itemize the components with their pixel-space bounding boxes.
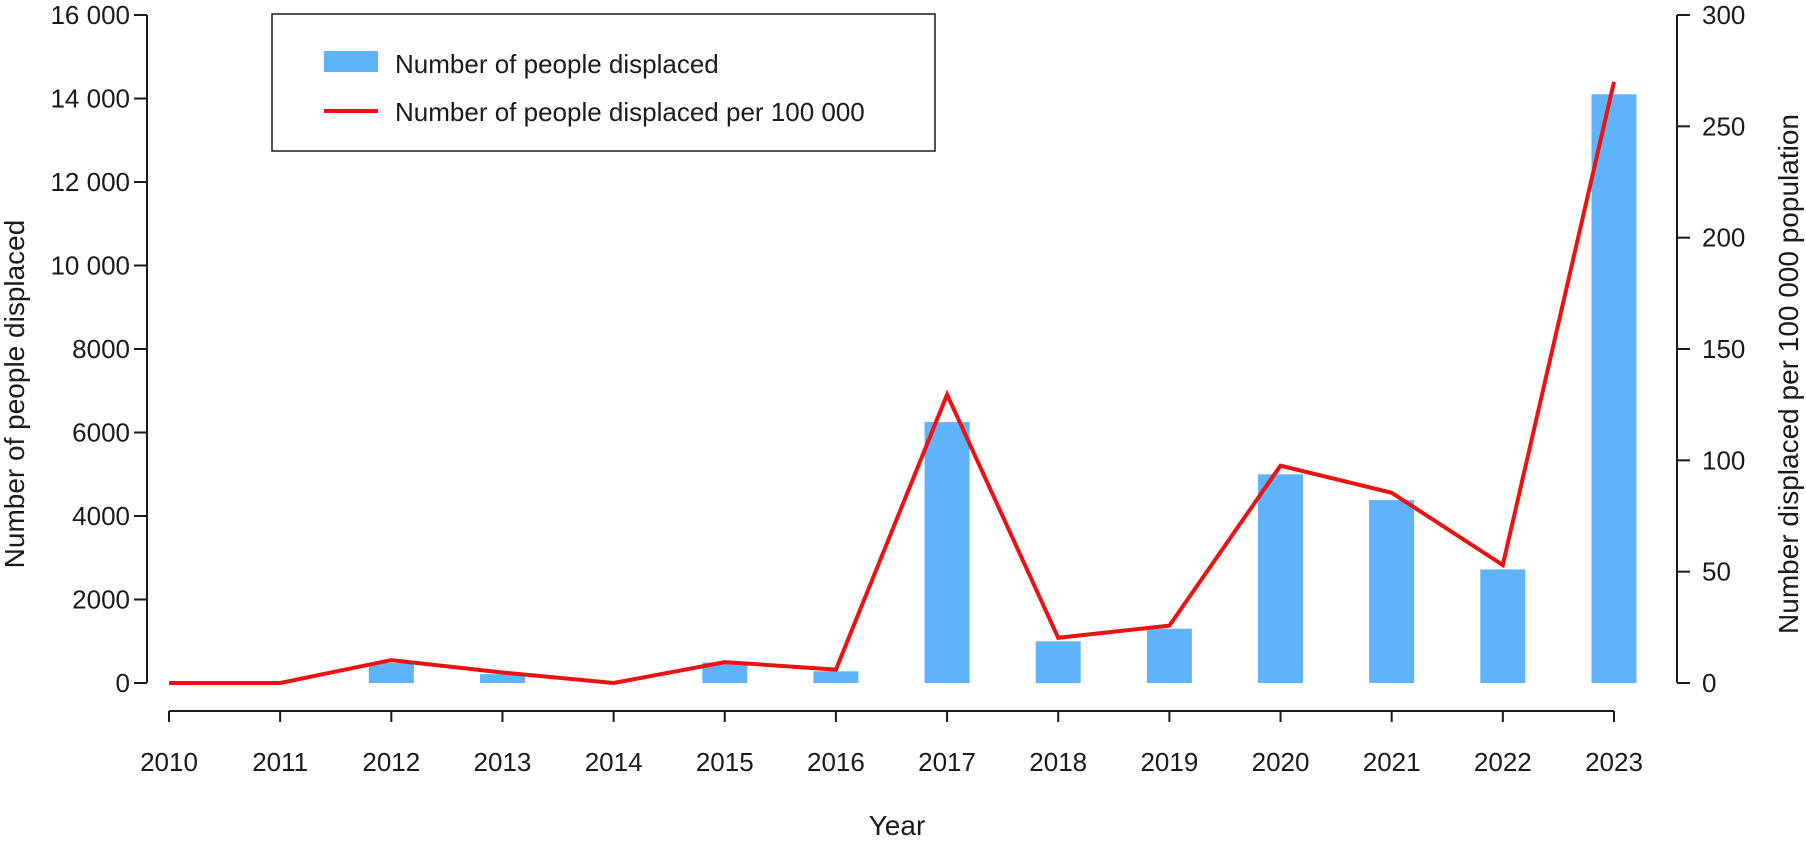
y-axis-title: Number of people displaced	[0, 220, 30, 569]
y-tick-label: 10 000	[50, 251, 130, 281]
y2-tick-label: 100	[1702, 445, 1745, 475]
x-tick-label-2020: 2020	[1252, 747, 1310, 777]
bar-2015	[702, 662, 748, 683]
y-tick-label: 4000	[72, 501, 130, 531]
y2-tick-label: 0	[1702, 668, 1716, 698]
x-tick-label-2013: 2013	[474, 747, 532, 777]
y2-tick-label: 150	[1702, 334, 1745, 364]
y-tick-label: 12 000	[50, 167, 130, 197]
x-tick-label-2021: 2021	[1363, 747, 1421, 777]
x-tick-label-2015: 2015	[696, 747, 754, 777]
line-layer	[169, 81, 1616, 686]
bar-2021	[1369, 500, 1415, 683]
x-tick-label-2017: 2017	[918, 747, 976, 777]
y2-axis-title: Number displaced per 100 000 population	[1773, 114, 1804, 634]
y-tick-label: 2000	[72, 585, 130, 615]
y-tick-label: 16 000	[50, 0, 130, 30]
bar-2018	[1035, 641, 1081, 684]
bars-layer	[368, 94, 1637, 684]
x-tick-label-2011: 2011	[252, 747, 308, 777]
legend: Number of people displaced Number of peo…	[271, 13, 936, 152]
x-tick-label-2023: 2023	[1585, 747, 1643, 777]
y-tick-label: 8000	[72, 334, 130, 364]
bar-2019	[1146, 628, 1192, 683]
y2-tick-label: 200	[1702, 223, 1745, 253]
y-tick-label: 6000	[72, 418, 130, 448]
legend-label-bar: Number of people displaced	[395, 49, 719, 79]
y2-tick-label: 50	[1702, 557, 1731, 587]
y-tick-label: 14 000	[50, 84, 130, 114]
x-tick-label-2010: 2010	[140, 747, 198, 777]
y2-tick-label: 300	[1702, 0, 1745, 30]
y2-tick-label: 250	[1702, 111, 1745, 141]
bar-2013	[480, 674, 525, 683]
legend-swatch-bar	[324, 51, 378, 72]
y-tick-label: 0	[116, 668, 130, 698]
x-tick-label-2022: 2022	[1474, 747, 1532, 777]
bar-2023	[1591, 94, 1637, 684]
bar-2017	[924, 422, 970, 683]
line-series-per-100000	[169, 81, 1616, 686]
x-tick-label-2014: 2014	[585, 747, 643, 777]
bar-2012	[368, 663, 414, 683]
legend-box	[271, 13, 936, 152]
x-tick-label-2019: 2019	[1140, 747, 1198, 777]
x-tick-label-2016: 2016	[807, 747, 865, 777]
bar-2020	[1258, 474, 1303, 684]
x-tick-label-2018: 2018	[1029, 747, 1087, 777]
bar-2016	[813, 671, 859, 683]
x-axis-title: Year	[869, 810, 926, 841]
legend-label-line: Number of people displaced per 100 000	[395, 97, 865, 127]
bar-2022	[1480, 569, 1526, 683]
x-tick-label-2012: 2012	[362, 747, 420, 777]
